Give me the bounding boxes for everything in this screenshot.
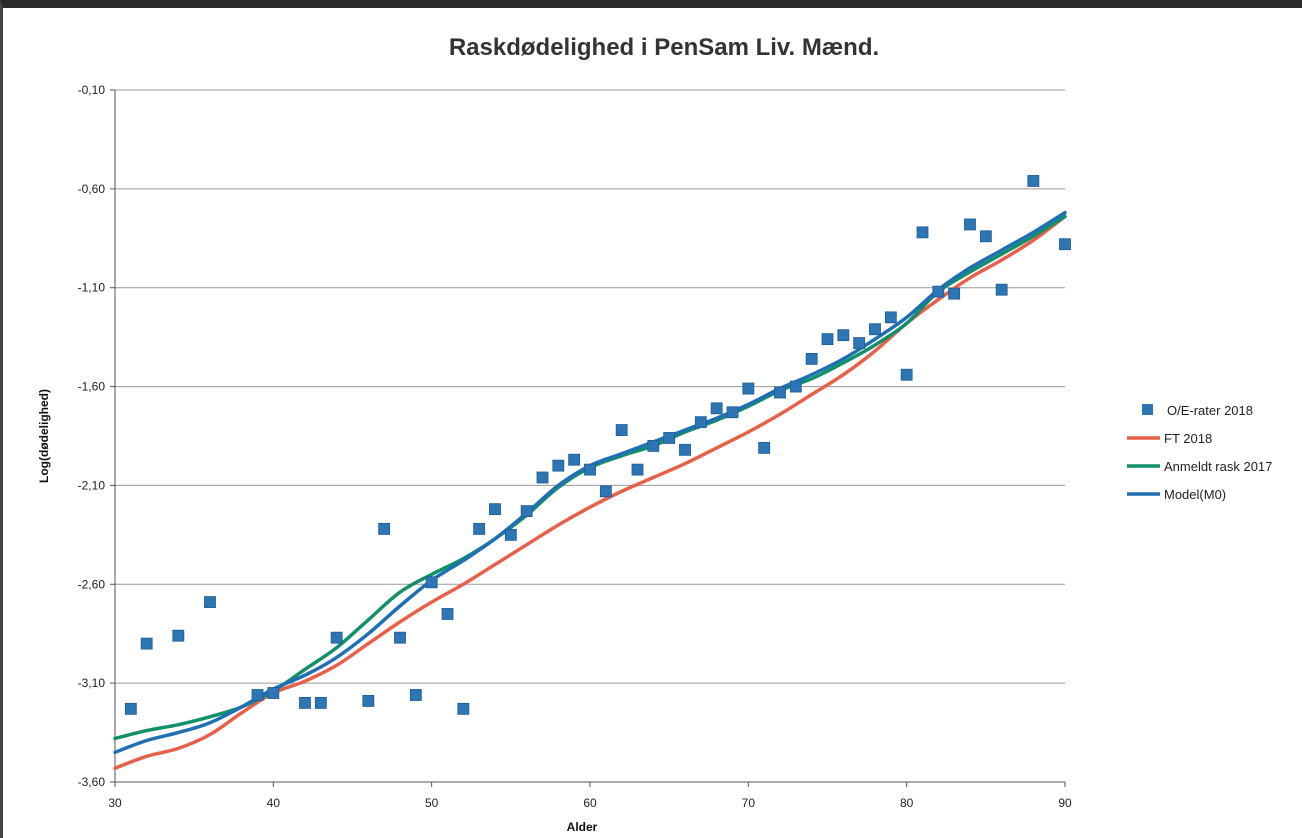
- scatter-point: [330, 631, 343, 644]
- scatter-point: [267, 687, 280, 699]
- scatter-point: [504, 528, 517, 541]
- scatter-point: [441, 608, 454, 620]
- scatter-point: [821, 333, 834, 346]
- x-axis-label: Alder: [567, 820, 598, 834]
- y-axis-label: Log(dødelighed): [37, 389, 51, 483]
- scatter-point: [520, 505, 533, 518]
- scatter-point: [1027, 175, 1040, 187]
- axes: [110, 89, 1066, 787]
- series-line-ft-2018: [113, 214, 1067, 770]
- scatter-point: [124, 702, 137, 715]
- scatter-point: [900, 368, 913, 381]
- scatter-point: [853, 337, 866, 349]
- scatter-point: [663, 432, 676, 444]
- scatter-point: [314, 697, 327, 709]
- scatter-point: [789, 380, 802, 393]
- y-tick-label: -1,60: [78, 380, 106, 394]
- scatter-point: [805, 352, 818, 365]
- scatter-points: [124, 175, 1071, 715]
- y-tick-label: -2,60: [78, 577, 106, 591]
- scatter-point: [1059, 238, 1071, 251]
- series-line-anmeldt-rask-2017: [113, 214, 1067, 741]
- legend-item-o-e-rater-2018: O/E-rater 2018: [1142, 403, 1253, 418]
- scatter-point: [916, 226, 929, 239]
- scatter-point: [378, 523, 391, 535]
- y-tick-label: -0,10: [78, 83, 106, 97]
- scatter-point: [884, 311, 897, 324]
- scatter-point: [362, 695, 375, 707]
- y-tick-label: -1,10: [78, 281, 106, 295]
- scatter-point: [584, 463, 596, 476]
- chart-title: Raskdødelighed i PenSam Liv. Mænd.: [449, 34, 879, 61]
- series-lines: [113, 210, 1067, 770]
- scatter-point: [679, 443, 691, 456]
- legend-label: Model(M0): [1164, 487, 1226, 502]
- scatter-point: [425, 576, 438, 589]
- x-tick-label: 70: [742, 796, 756, 810]
- legend-label: O/E-rater 2018: [1167, 403, 1253, 418]
- x-tick-label: 80: [900, 796, 914, 810]
- scatter-point: [631, 463, 644, 476]
- scatter-point: [774, 386, 786, 399]
- scatter-point: [394, 631, 406, 644]
- y-tick-label: -3,10: [78, 676, 106, 690]
- x-tick-label: 40: [267, 796, 281, 810]
- scatter-point: [599, 485, 612, 498]
- scatter-point: [251, 689, 264, 701]
- scatter-point: [647, 439, 660, 452]
- scatter-point: [204, 596, 216, 608]
- legend-item-anmeldt-rask-2017: Anmeldt rask 2017: [1127, 459, 1272, 474]
- scatter-point: [489, 503, 501, 516]
- scatter-point: [995, 283, 1008, 296]
- x-tick-label: 30: [108, 796, 122, 810]
- legend-item-model-m0: Model(M0): [1127, 487, 1226, 502]
- scatter-point: [758, 441, 771, 454]
- scatter-point: [536, 471, 549, 484]
- x-tick-labels: 30 40 50 60 70 80 90: [108, 796, 1072, 810]
- x-tick-label: 60: [583, 796, 597, 810]
- scatter-point: [568, 453, 581, 466]
- scatter-point: [694, 416, 707, 429]
- legend-marker: [1142, 404, 1153, 415]
- scatter-point: [979, 230, 992, 243]
- legend-item-ft-2018: FT 2018: [1127, 431, 1212, 446]
- grid-lines: [115, 89, 1065, 783]
- y-tick-label: -3,60: [78, 775, 106, 789]
- scatter-point: [869, 323, 881, 336]
- y-tick-labels: -0,10 -0,60 -1,10 -1,60 -2,10 -2,60 -3,10 -3,60: [78, 83, 106, 789]
- scatter-point: [932, 285, 945, 298]
- scatter-point: [964, 218, 976, 231]
- scatter-point: [473, 523, 486, 535]
- scatter-point: [837, 329, 850, 342]
- x-tick-label: 50: [425, 796, 439, 810]
- legend-label: FT 2018: [1164, 431, 1212, 446]
- scatter-point: [409, 689, 422, 701]
- x-tick-label: 90: [1058, 796, 1072, 810]
- legend-label: Anmeldt rask 2017: [1164, 459, 1272, 474]
- scatter-point: [140, 637, 153, 650]
- scatter-point: [299, 697, 311, 709]
- scatter-point: [742, 382, 755, 395]
- y-tick-label: -2,10: [78, 478, 106, 492]
- scatter-point: [457, 702, 470, 715]
- series-line-model-m0: [113, 210, 1067, 755]
- scatter-point: [172, 629, 185, 642]
- scatter-point: [552, 459, 565, 472]
- scatter-point: [726, 406, 739, 419]
- scatter-point: [948, 287, 961, 300]
- scatter-point: [615, 424, 628, 436]
- y-tick-label: -0,60: [78, 182, 106, 196]
- scatter-point: [710, 402, 723, 415]
- legend: O/E-rater 2018 FT 2018 Anmeldt rask 2017 Mo…: [1127, 403, 1272, 502]
